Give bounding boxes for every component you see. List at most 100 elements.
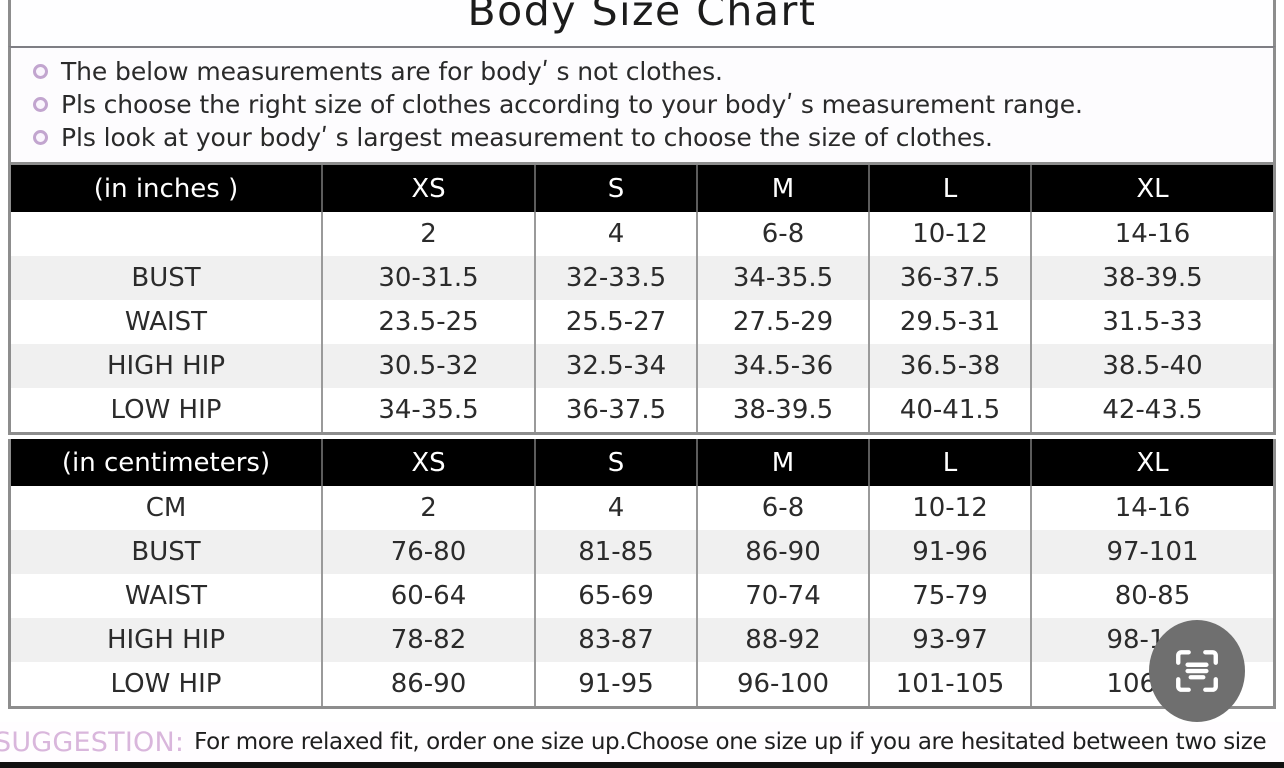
row-value-xs: 23.5-25 xyxy=(323,300,536,344)
row-label: HIGH HIP xyxy=(11,344,323,388)
scan-text-icon xyxy=(1176,650,1218,692)
header-cell-unit: (in centimeters) xyxy=(11,439,323,486)
row-value-s: 91-95 xyxy=(536,662,698,706)
table-row: WAIST 23.5-25 25.5-27 27.5-29 29.5-31 31… xyxy=(11,300,1273,344)
table-row: BUST 30-31.5 32-33.5 34-35.5 36-37.5 38-… xyxy=(11,256,1273,300)
row-value-xs: 2 xyxy=(323,486,536,530)
row-value-l: 10-12 xyxy=(870,212,1032,256)
row-label: LOW HIP xyxy=(11,662,323,706)
suggestion-text: For more relaxed fit, order one size up.… xyxy=(194,729,1267,755)
circle-outline-icon xyxy=(33,97,48,112)
row-label xyxy=(11,212,323,256)
table-row: HIGH HIP 78-82 83-87 88-92 93-97 98-102 xyxy=(11,618,1273,662)
row-value-xs: 2 xyxy=(323,212,536,256)
row-value-xl: 97-101 xyxy=(1106,537,1199,567)
note-item: Pls look at your bodyʹ s largest measure… xyxy=(33,123,1273,156)
row-value-xs: 30-31.5 xyxy=(323,256,536,300)
row-value-m: 34-35.5 xyxy=(698,256,870,300)
table-header-row: (in inches ) XS S M L XL xyxy=(11,165,1273,212)
table-row: BUST 76-80 81-85 86-90 91-96 97-101 xyxy=(11,530,1273,574)
suggestion-label: SUGGESTION: xyxy=(0,726,185,758)
row-label: WAIST xyxy=(11,574,323,618)
note-item: The below measurements are for bodyʹ s n… xyxy=(33,57,1273,90)
scan-text-fab[interactable] xyxy=(1149,620,1245,722)
header-cell-xs: XS xyxy=(323,165,536,212)
row-value-m: 6-8 xyxy=(698,212,870,256)
circle-outline-icon xyxy=(33,64,48,79)
row-value-m: 96-100 xyxy=(698,662,870,706)
size-table-centimeters: (in centimeters) XS S M L XL CM 2 4 6-8 … xyxy=(8,439,1276,709)
row-label: CM xyxy=(11,486,323,530)
suggestion-footer: SUGGESTION: For more relaxed fit, order … xyxy=(0,722,1284,762)
bottom-rule xyxy=(0,762,1284,768)
row-value-l: 91-96 xyxy=(870,530,1032,574)
page-title: Body Size Chart xyxy=(467,0,817,35)
row-value-xl: 14-16 xyxy=(1114,219,1191,249)
row-value-s: 81-85 xyxy=(536,530,698,574)
table-header-row: (in centimeters) XS S M L XL xyxy=(11,439,1273,486)
row-value-s: 83-87 xyxy=(536,618,698,662)
title-band: Body Size Chart xyxy=(8,0,1276,46)
note-text: The below measurements are for bodyʹ s n… xyxy=(61,57,723,86)
table-row: WAIST 60-64 65-69 70-74 75-79 80-85 xyxy=(11,574,1273,618)
row-value-m: 6-8 xyxy=(698,486,870,530)
row-value-m: 27.5-29 xyxy=(698,300,870,344)
row-label: WAIST xyxy=(11,300,323,344)
row-value-m: 88-92 xyxy=(698,618,870,662)
row-value-xl: 42-43.5 xyxy=(1102,395,1203,425)
row-label: LOW HIP xyxy=(11,388,323,432)
note-item: Pls choose the right size of clothes acc… xyxy=(33,90,1273,123)
header-cell-xl: XL xyxy=(1136,173,1169,204)
header-cell-unit: (in inches ) xyxy=(11,165,323,212)
row-value-s: 36-37.5 xyxy=(536,388,698,432)
row-value-xl: 31.5-33 xyxy=(1102,307,1203,337)
table-row: HIGH HIP 30.5-32 32.5-34 34.5-36 36.5-38… xyxy=(11,344,1273,388)
row-value-xs: 30.5-32 xyxy=(323,344,536,388)
row-label: HIGH HIP xyxy=(11,618,323,662)
header-cell-xl: XL xyxy=(1136,447,1169,478)
notes-block: The below measurements are for bodyʹ s n… xyxy=(8,46,1276,165)
header-cell-l: L xyxy=(870,439,1032,486)
row-value-l: 36.5-38 xyxy=(870,344,1032,388)
note-text: Pls look at your bodyʹ s largest measure… xyxy=(61,123,993,152)
row-value-m: 38-39.5 xyxy=(698,388,870,432)
row-value-xs: 34-35.5 xyxy=(323,388,536,432)
row-value-xl: 14-16 xyxy=(1114,493,1191,523)
row-value-l: 40-41.5 xyxy=(870,388,1032,432)
row-value-l: 29.5-31 xyxy=(870,300,1032,344)
size-table-inches: (in inches ) XS S M L XL 2 4 6-8 10-12 1… xyxy=(8,165,1276,435)
row-value-l: 10-12 xyxy=(870,486,1032,530)
header-cell-s: S xyxy=(536,165,698,212)
row-value-s: 4 xyxy=(536,486,698,530)
header-cell-m: M xyxy=(698,165,870,212)
row-value-m: 34.5-36 xyxy=(698,344,870,388)
row-value-l: 36-37.5 xyxy=(870,256,1032,300)
row-value-xs: 78-82 xyxy=(323,618,536,662)
row-value-xl: 80-85 xyxy=(1114,581,1191,611)
row-value-m: 86-90 xyxy=(698,530,870,574)
table-row: CM 2 4 6-8 10-12 14-16 xyxy=(11,486,1273,530)
row-value-xs: 76-80 xyxy=(323,530,536,574)
header-cell-s: S xyxy=(536,439,698,486)
row-value-l: 93-97 xyxy=(870,618,1032,662)
row-label: BUST xyxy=(11,256,323,300)
row-value-m: 70-74 xyxy=(698,574,870,618)
row-value-xs: 86-90 xyxy=(323,662,536,706)
note-text: Pls choose the right size of clothes acc… xyxy=(61,90,1083,119)
row-value-l: 75-79 xyxy=(870,574,1032,618)
row-value-s: 65-69 xyxy=(536,574,698,618)
row-label: BUST xyxy=(11,530,323,574)
row-value-s: 32-33.5 xyxy=(536,256,698,300)
row-value-s: 25.5-27 xyxy=(536,300,698,344)
row-value-xs: 60-64 xyxy=(323,574,536,618)
header-cell-xs: XS xyxy=(323,439,536,486)
header-cell-l: L xyxy=(870,165,1032,212)
row-value-s: 32.5-34 xyxy=(536,344,698,388)
table-row: LOW HIP 86-90 91-95 96-100 101-105 106-1… xyxy=(11,662,1273,706)
row-value-xl: 38-39.5 xyxy=(1102,263,1203,293)
circle-outline-icon xyxy=(33,130,48,145)
header-cell-m: M xyxy=(698,439,870,486)
row-value-l: 101-105 xyxy=(870,662,1032,706)
table-row: LOW HIP 34-35.5 36-37.5 38-39.5 40-41.5 … xyxy=(11,388,1273,432)
